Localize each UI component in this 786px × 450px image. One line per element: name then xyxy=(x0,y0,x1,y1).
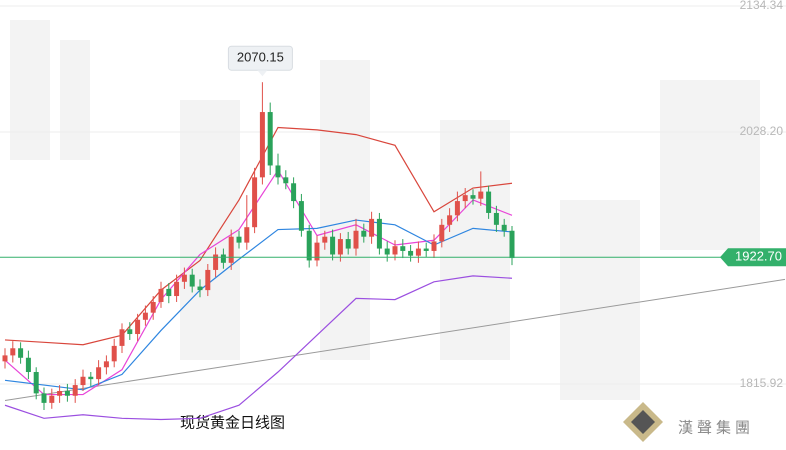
overlay-line xyxy=(4,275,513,421)
y-tick-label: 2134.34 xyxy=(740,0,784,12)
overlay-line xyxy=(4,219,513,391)
candle-body xyxy=(493,212,499,225)
candle-body xyxy=(486,191,492,213)
candle-body xyxy=(49,395,55,403)
current-price-tag xyxy=(720,248,786,267)
candle-body xyxy=(439,224,445,242)
chart-title: 现货黄金日线图 xyxy=(180,414,285,432)
candle-body xyxy=(127,329,133,335)
candle-body xyxy=(353,230,359,249)
candle-body xyxy=(259,112,265,178)
candle-body xyxy=(158,288,164,302)
candle-body xyxy=(189,274,195,287)
candle-body xyxy=(275,165,281,178)
candle-body xyxy=(10,348,16,356)
candle-body xyxy=(384,248,390,255)
high-callout-pointer xyxy=(257,70,268,77)
candle-body xyxy=(291,183,297,202)
candle-body xyxy=(33,372,39,394)
current-price-label: 1922.70 xyxy=(735,249,782,264)
candle-body xyxy=(205,269,211,291)
candle-body xyxy=(142,312,148,320)
candle-body xyxy=(96,367,102,380)
candle-body xyxy=(135,319,141,335)
candle-body xyxy=(236,236,242,243)
candle-body xyxy=(220,254,226,263)
candle-body xyxy=(431,241,437,251)
candle-body xyxy=(330,236,336,255)
watermark: 漢聲集團 xyxy=(678,419,754,437)
candle-body xyxy=(103,361,109,368)
candle-body xyxy=(470,195,476,199)
candle-body xyxy=(415,248,421,256)
candle-body xyxy=(423,248,429,251)
candle-body xyxy=(361,230,367,237)
candle-body xyxy=(213,254,219,270)
candle-body xyxy=(18,348,24,358)
candle-body xyxy=(267,112,273,166)
candle-body xyxy=(252,177,258,228)
candle-body xyxy=(166,288,172,297)
candle-body xyxy=(408,250,414,256)
candle-body xyxy=(478,191,484,199)
candle-body xyxy=(447,215,453,225)
y-tick-label: 2028.20 xyxy=(740,124,784,138)
candle-body xyxy=(228,236,234,263)
candle-body xyxy=(400,246,406,251)
candle-body xyxy=(376,218,382,249)
high-callout-label: 2070.15 xyxy=(237,50,284,65)
candle-body xyxy=(119,329,125,346)
candle-body xyxy=(174,281,180,297)
background-watermark xyxy=(10,20,760,400)
candle-body xyxy=(454,201,460,216)
trendline xyxy=(4,278,786,401)
candle-body xyxy=(111,345,117,362)
overlay-line xyxy=(4,126,513,346)
candle-body xyxy=(72,385,78,396)
candle-body xyxy=(345,239,351,249)
candle-body xyxy=(322,236,328,243)
candle-body xyxy=(462,195,468,202)
candle-body xyxy=(244,227,250,243)
candle-body xyxy=(283,177,289,184)
candle-body xyxy=(41,393,47,403)
logo xyxy=(623,402,663,442)
candle-body xyxy=(88,376,94,380)
candle-body xyxy=(80,376,86,386)
candle-body xyxy=(2,355,8,362)
candle-body xyxy=(25,357,31,373)
y-tick-label: 1815.92 xyxy=(740,376,784,390)
candle-body xyxy=(197,286,203,291)
candle-body xyxy=(306,230,312,261)
candle-body xyxy=(509,230,515,259)
candle-body xyxy=(298,201,304,231)
candle-body xyxy=(501,224,507,231)
candle-body xyxy=(369,218,375,237)
candle-body xyxy=(64,391,70,396)
candle-body xyxy=(392,246,398,255)
candle-body xyxy=(337,239,343,255)
candle-body xyxy=(314,242,320,261)
candle-body xyxy=(181,274,187,282)
candle-body xyxy=(150,301,156,313)
candle-body xyxy=(57,391,63,396)
